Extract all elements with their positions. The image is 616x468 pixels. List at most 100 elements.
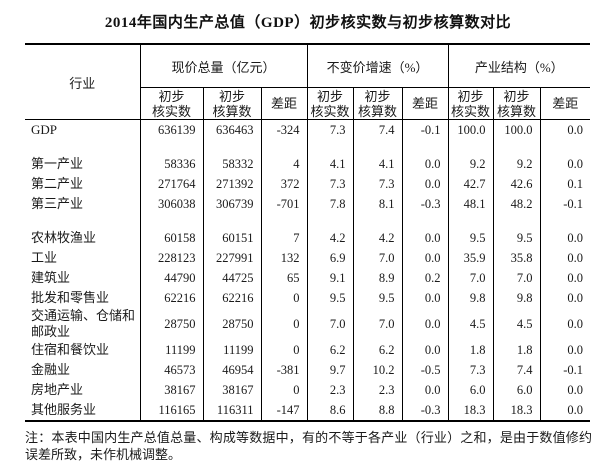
value-cell: 271764 <box>139 174 203 194</box>
value-cell: 4 <box>260 154 308 174</box>
industry-name-cell: 房地产业 <box>31 382 84 397</box>
value-cell: 0.0 <box>401 174 449 194</box>
value-cell: 10.2 <box>352 360 403 380</box>
value-cell: 132 <box>260 248 308 268</box>
value-cell: 42.6 <box>492 174 541 194</box>
value-cell: 228123 <box>139 248 203 268</box>
subheader-verified-1: 初步 核实数 <box>139 87 203 120</box>
value-cell: 7.4 <box>352 119 403 140</box>
value-cell: 9.8 <box>492 288 541 308</box>
subheader-verified-2: 初步 核实数 <box>306 87 354 120</box>
industry-name-cell: 农林牧渔业 <box>31 230 97 245</box>
industry-name-cell: 第二产业 <box>31 176 84 191</box>
value-cell: 9.5 <box>352 288 403 308</box>
subheader-gap-2: 差距 <box>401 87 449 120</box>
value-cell: 7.0 <box>352 308 403 340</box>
value-cell: 636463 <box>202 119 261 140</box>
value-cell: 7.3 <box>352 174 403 194</box>
spacer-row <box>25 214 591 228</box>
table-row: 建筑业 44790 44725 65 9.1 8.9 0.2 7.0 7.0 0.0 <box>25 268 591 288</box>
value-cell: 100.0 <box>492 119 541 140</box>
value-cell: 2.3 <box>352 380 403 400</box>
value-cell: 0.0 <box>539 400 591 421</box>
value-cell: 7.4 <box>492 360 541 380</box>
value-cell: 372 <box>260 174 308 194</box>
value-cell: 7.3 <box>306 119 354 140</box>
value-cell: 0.1 <box>539 174 591 194</box>
industry-name-cell: 第三产业 <box>31 196 84 211</box>
table-row: 房地产业 38167 38167 0 2.3 2.3 0.0 6.0 6.0 0.0 <box>25 380 591 400</box>
value-cell <box>539 214 591 228</box>
value-cell: 9.8 <box>447 288 494 308</box>
value-cell: 58336 <box>139 154 203 174</box>
value-cell: 8.1 <box>352 194 403 214</box>
value-cell <box>306 214 354 228</box>
value-cell: 42.7 <box>447 174 494 194</box>
value-cell: 7.0 <box>306 308 354 340</box>
industry-name-cell <box>25 140 140 154</box>
value-cell: 11199 <box>202 340 261 360</box>
value-cell: 9.5 <box>492 228 541 248</box>
subheader-calculated-1: 初步 核算数 <box>202 87 261 120</box>
value-cell: 46573 <box>139 360 203 380</box>
value-cell: -0.1 <box>539 194 591 214</box>
value-cell: -324 <box>260 119 308 140</box>
value-cell <box>139 214 203 228</box>
value-cell <box>139 140 203 154</box>
value-cell <box>202 214 261 228</box>
value-cell: 0.0 <box>401 340 449 360</box>
value-cell: 0.0 <box>401 228 449 248</box>
value-cell: 0.0 <box>401 154 449 174</box>
subheader-calculated-3: 初步 核算数 <box>492 87 541 120</box>
value-cell: 4.5 <box>447 308 494 340</box>
industry-name-cell: 其他服务业 <box>31 402 97 417</box>
industry-name-cell: 批发和零售业 <box>31 290 110 305</box>
value-cell: 0.0 <box>539 340 591 360</box>
value-cell: 0.0 <box>539 228 591 248</box>
value-cell: -0.1 <box>401 119 449 140</box>
value-cell: 9.7 <box>306 360 354 380</box>
value-cell: 0.0 <box>539 154 591 174</box>
table-row: 农林牧渔业 60158 60151 7 4.2 4.2 0.0 9.5 9.5 0.0 <box>25 228 591 248</box>
value-cell: 18.3 <box>492 400 541 421</box>
value-cell <box>352 214 403 228</box>
value-cell: 7.0 <box>352 248 403 268</box>
group-header-current-price-total: 现价总量（亿元） <box>139 44 308 88</box>
subheader-calculated-2: 初步 核算数 <box>352 87 403 120</box>
value-cell: 0.0 <box>539 268 591 288</box>
value-cell: 306038 <box>139 194 203 214</box>
value-cell: 6.0 <box>492 380 541 400</box>
value-cell: -0.5 <box>401 360 449 380</box>
subheader-verified-3: 初步 核实数 <box>447 87 494 120</box>
table-body: GDP 636139 636463 -324 7.3 7.4 -0.1 100.0 100.0 0… <box>25 119 591 421</box>
value-cell: 35.9 <box>447 248 494 268</box>
value-cell: 4.1 <box>352 154 403 174</box>
industry-column-header: 行业 <box>25 44 140 120</box>
value-cell: 0.0 <box>539 380 591 400</box>
value-cell: 48.1 <box>447 194 494 214</box>
table-row: 住宿和餐饮业 11199 11199 0 6.2 6.2 0.0 1.8 1.8 0.0 <box>25 340 591 360</box>
table-row: 第三产业 306038 306739 -701 7.8 8.1 -0.3 48.1 48.2 -0… <box>25 194 591 214</box>
value-cell: 0.2 <box>401 268 449 288</box>
value-cell <box>492 214 541 228</box>
value-cell: 4.1 <box>306 154 354 174</box>
value-cell: 0.0 <box>401 380 449 400</box>
value-cell: 0.0 <box>539 288 591 308</box>
value-cell: 44790 <box>139 268 203 288</box>
value-cell: 62216 <box>202 288 261 308</box>
value-cell: 0.0 <box>401 308 449 340</box>
table-row: 第一产业 58336 58332 4 4.1 4.1 0.0 9.2 9.2 0.0 <box>25 154 591 174</box>
value-cell: 8.9 <box>352 268 403 288</box>
value-cell: 271392 <box>202 174 261 194</box>
table-row: 第二产业 271764 271392 372 7.3 7.3 0.0 42.7 42.6 0.1 <box>25 174 591 194</box>
value-cell: 0 <box>260 380 308 400</box>
value-cell: -0.3 <box>401 194 449 214</box>
value-cell <box>447 140 494 154</box>
value-cell <box>202 140 261 154</box>
value-cell: 8.6 <box>306 400 354 421</box>
table-row: GDP 636139 636463 -324 7.3 7.4 -0.1 100.0 100.0 0… <box>25 119 591 140</box>
value-cell: 9.5 <box>447 228 494 248</box>
industry-name-cell: GDP <box>31 122 58 137</box>
value-cell: -381 <box>260 360 308 380</box>
